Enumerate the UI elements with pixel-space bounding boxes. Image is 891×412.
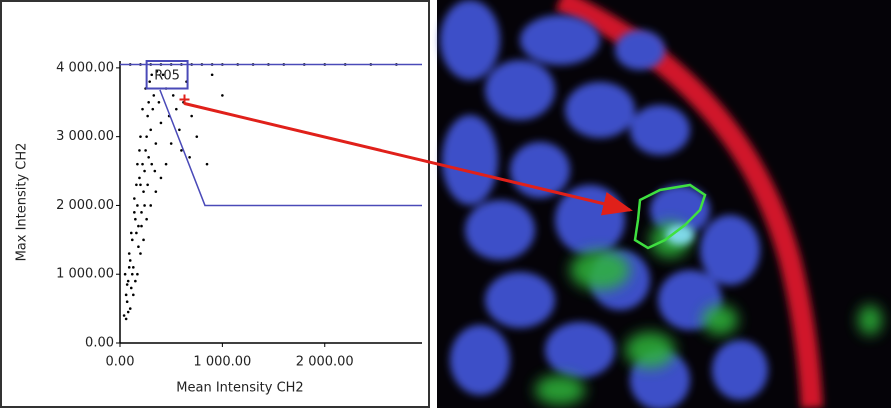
point — [172, 94, 175, 97]
point — [133, 197, 136, 200]
point — [146, 184, 149, 187]
point — [142, 239, 145, 242]
point — [160, 122, 163, 125]
point — [147, 156, 150, 159]
point — [124, 273, 127, 276]
point — [145, 218, 148, 221]
micrograph — [437, 0, 891, 408]
point — [190, 115, 193, 118]
point — [140, 211, 143, 214]
point — [139, 184, 142, 187]
point — [175, 108, 178, 111]
point — [132, 294, 135, 297]
point — [126, 283, 129, 286]
point — [152, 94, 155, 97]
point — [221, 94, 224, 97]
point — [129, 259, 132, 262]
point — [140, 225, 143, 228]
point — [144, 149, 147, 152]
point — [136, 163, 139, 166]
point — [135, 232, 138, 235]
point — [137, 225, 140, 228]
point — [128, 266, 131, 269]
point — [143, 204, 146, 207]
point — [155, 190, 158, 193]
y-axis-title: Max Intensity CH2 — [15, 143, 30, 262]
point — [150, 73, 153, 76]
point — [148, 80, 151, 83]
point — [136, 273, 139, 276]
point — [149, 128, 152, 131]
point — [133, 211, 136, 214]
point — [130, 232, 133, 235]
y-tick-label: 3 000.00 — [56, 129, 114, 144]
point — [141, 108, 144, 111]
figure: Max Intensity CH2 Mean Intensity CH2 0.0… — [0, 0, 891, 408]
point — [139, 135, 142, 138]
point — [180, 149, 183, 152]
point — [160, 177, 163, 180]
point — [150, 163, 153, 166]
point — [146, 115, 149, 118]
point — [151, 108, 154, 111]
y-tick-label: 4 000.00 — [56, 60, 114, 75]
point — [178, 128, 181, 131]
point — [137, 245, 140, 248]
point — [206, 163, 209, 166]
point — [158, 101, 161, 104]
y-tick-label: 1 000.00 — [56, 267, 114, 282]
region-label: R05 — [154, 68, 180, 83]
point — [165, 163, 168, 166]
x-tick-label: 2 000.00 — [296, 355, 354, 370]
point — [154, 170, 157, 173]
point — [211, 73, 214, 76]
point — [139, 252, 142, 255]
point — [155, 142, 158, 145]
point — [188, 156, 191, 159]
point — [125, 318, 128, 321]
point — [145, 135, 148, 138]
point — [130, 287, 133, 290]
point — [149, 204, 152, 207]
point — [131, 239, 134, 242]
point — [128, 252, 131, 255]
page: {"chart_data": {"type": "scatter", "x_la… — [0, 0, 891, 412]
point — [141, 163, 144, 166]
point — [131, 273, 134, 276]
y-tick-label: 0.00 — [85, 336, 114, 351]
x-tick-label: 0.00 — [106, 355, 135, 370]
point — [125, 294, 128, 297]
point — [143, 170, 146, 173]
point — [134, 218, 137, 221]
point — [195, 135, 198, 138]
point — [132, 266, 135, 269]
point — [127, 311, 130, 314]
point — [147, 101, 150, 104]
point — [126, 300, 129, 303]
point — [138, 177, 141, 180]
x-axis-title: Mean Intensity CH2 — [176, 381, 303, 396]
point — [127, 280, 130, 283]
point — [135, 184, 138, 187]
x-tick-label: 1 000.00 — [193, 355, 251, 370]
point — [138, 149, 141, 152]
point — [134, 280, 137, 283]
point — [136, 204, 139, 207]
point — [142, 190, 145, 193]
point — [170, 142, 173, 145]
y-tick-label: 2 000.00 — [56, 198, 114, 213]
point — [123, 314, 126, 317]
point — [129, 307, 132, 310]
